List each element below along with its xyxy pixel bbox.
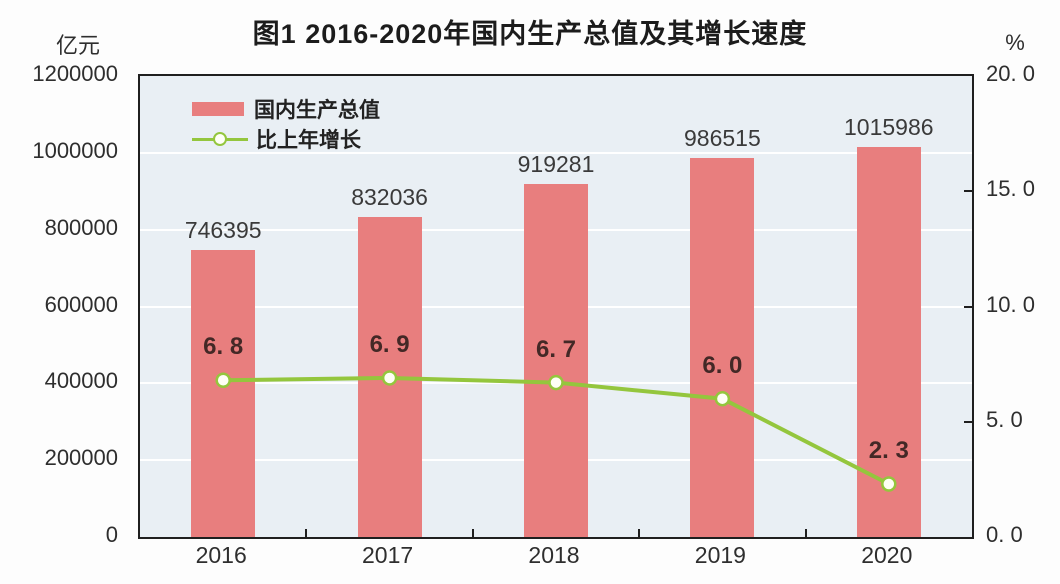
growth-point-2017 (381, 370, 398, 386)
bar-value-label: 986515 (684, 125, 761, 151)
bar-value-label: 1015986 (844, 113, 934, 140)
right-axis-unit-label: % (1005, 30, 1025, 55)
bar-value-label: 919281 (517, 150, 595, 177)
legend-item-1: 比上年增长 (192, 124, 380, 154)
legend-line-swatch (192, 132, 248, 146)
growth-value-label: 2. 3 (868, 436, 909, 464)
growth-line (223, 375, 890, 486)
x-axis-category-label: 2020 (861, 542, 913, 568)
x-axis-tick-mark (471, 529, 474, 537)
bar-2016 (191, 250, 256, 537)
legend-line-marker (213, 132, 227, 146)
left-axis-tick-label: 200000 (44, 445, 118, 471)
legend-bar-swatch (192, 102, 244, 116)
bar-2018 (524, 183, 588, 537)
chart-legend: 国内生产总值 比上年增长 (192, 94, 380, 154)
right-axis-tick-mark (964, 190, 972, 193)
right-axis-tick-label: 10. 0 (986, 291, 1035, 317)
x-axis-category-label: 2019 (694, 542, 746, 568)
growth-point-2018 (548, 374, 564, 391)
growth-value-label: 6. 9 (369, 330, 410, 358)
x-axis-category-label: 2017 (362, 542, 414, 568)
plot-area: 国内生产总值 比上年增长 746395 832036 919281 986515 1015… (138, 74, 974, 539)
left-axis-tick-label: 1000000 (32, 137, 118, 163)
left-axis-unit-label: 亿元 (55, 33, 100, 58)
x-axis-category-label: 2018 (528, 542, 580, 568)
chart-title: 图1 2016-2020年国内生产总值及其增长速度 (252, 19, 808, 49)
right-axis-tick-mark (964, 305, 972, 308)
x-axis-tick-mark (638, 529, 641, 537)
legend-label: 比上年增长 (256, 129, 361, 152)
bar-value-label: 832036 (351, 184, 428, 211)
growth-line-svg (215, 370, 897, 492)
growth-value-label: 6. 8 (203, 333, 244, 361)
right-axis-tick-mark (964, 420, 972, 423)
left-axis-tick-label: 600000 (44, 291, 118, 317)
right-axis-tick-label: 5. 0 (986, 406, 1023, 432)
left-axis-tick-label: 0 (105, 522, 118, 547)
right-axis-tick-label: 20. 0 (986, 61, 1035, 86)
x-axis-tick-mark (305, 529, 308, 537)
growth-value-label: 6. 7 (535, 335, 577, 363)
growth-point-2016 (215, 372, 231, 389)
x-axis-category-label: 2016 (195, 542, 247, 568)
left-axis-tick-label: 400000 (44, 368, 118, 394)
bar-2019 (690, 158, 755, 537)
right-axis-tick-label: 0. 0 (986, 522, 1023, 547)
growth-point-2020 (881, 476, 897, 492)
bar-value-label: 746395 (184, 217, 262, 244)
growth-point-2019 (714, 390, 731, 407)
legend-item-0: 国内生产总值 (192, 94, 380, 124)
legend-label: 国内生产总值 (254, 99, 380, 122)
left-axis-tick-label: 800000 (44, 214, 118, 240)
growth-value-label: 6. 0 (702, 351, 743, 379)
left-axis-tick-label: 1200000 (32, 61, 118, 86)
x-axis-tick-mark (804, 529, 807, 537)
right-axis-tick-label: 15. 0 (986, 176, 1035, 202)
gridline (140, 151, 972, 154)
